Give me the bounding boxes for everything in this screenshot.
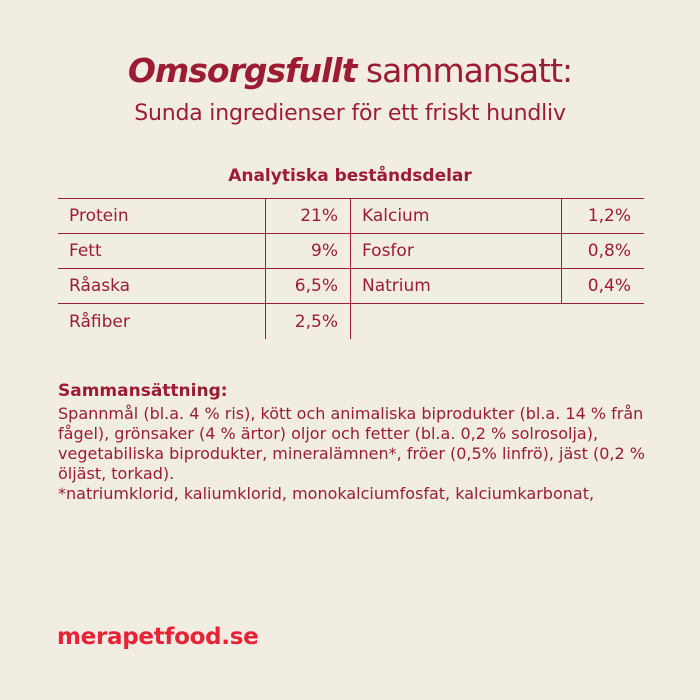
composition-line: *natriumklorid, kaliumklorid, monokalciu…	[58, 484, 595, 503]
table-row: Kalcium 1,2%	[351, 199, 644, 234]
composition-line: öljäst, torkad).	[58, 464, 175, 483]
nutrient-label: Natrium	[362, 276, 431, 296]
nutrient-value: 9%	[265, 234, 350, 268]
composition-heading: Sammansättning:	[58, 381, 228, 401]
composition-line: vegetabiliska biprodukter, mineralämnen*…	[58, 444, 645, 463]
table-row: Råaska 6,5%	[58, 269, 350, 304]
title-rest: sammansatt:	[356, 51, 573, 90]
nutrient-label: Protein	[69, 206, 129, 226]
nutrient-label: Råfiber	[69, 311, 130, 332]
page-subtitle: Sunda ingredienser för ett friskt hundli…	[134, 101, 566, 126]
nutrient-label: Kalcium	[362, 206, 430, 226]
analytical-table: Protein 21% Fett 9% Råaska 6,5% Råfiber …	[58, 198, 644, 339]
analytical-table-left-column: Protein 21% Fett 9% Råaska 6,5% Råfiber …	[58, 198, 351, 339]
analytical-table-right-column: Kalcium 1,2% Fosfor 0,8% Natrium 0,4%	[351, 198, 644, 339]
nutrient-value: 0,4%	[561, 269, 644, 303]
nutrient-label: Råaska	[69, 276, 131, 296]
composition-line: Spannmål (bl.a. 4 % ris), kött och anima…	[58, 404, 644, 423]
title-emphasis: Omsorgsfullt	[127, 51, 358, 90]
table-row: Fett 9%	[58, 234, 350, 269]
table-row: Protein 21%	[58, 199, 350, 234]
nutrient-value: 21%	[265, 199, 350, 233]
composition-line: fågel), grönsaker (4 % ärtor) oljor och …	[58, 424, 599, 443]
nutrient-value: 2,5%	[265, 304, 350, 339]
nutrient-value: 1,2%	[561, 199, 644, 233]
analytical-heading: Analytiska beståndsdelar	[228, 166, 472, 186]
table-row: Natrium 0,4%	[351, 269, 644, 304]
composition-section: Sammansättning: Spannmål (bl.a. 4 % ris)…	[58, 381, 645, 504]
nutrient-value: 6,5%	[265, 269, 350, 303]
website-text: merapetfood.se	[57, 624, 259, 650]
nutrient-label: Fosfor	[362, 241, 414, 261]
table-row: Råfiber 2,5%	[58, 304, 350, 339]
table-row: Fosfor 0,8%	[351, 234, 644, 269]
page-title: Omsorgsfullt sammansatt:	[0, 51, 700, 90]
nutrient-value: 0,8%	[561, 234, 644, 268]
nutrient-label: Fett	[69, 241, 102, 261]
